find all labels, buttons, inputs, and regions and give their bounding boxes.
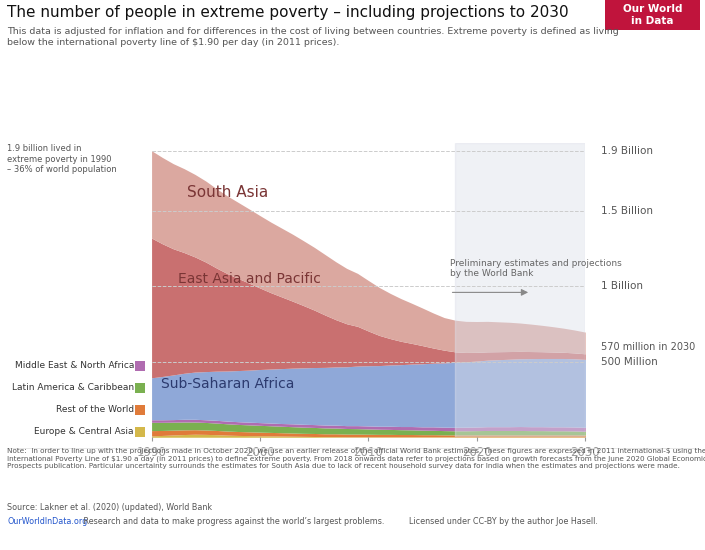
Text: The number of people in extreme poverty – including projections to 2030: The number of people in extreme poverty …	[7, 6, 569, 20]
Bar	[455, 143, 585, 437]
Text: Preliminary estimates and projections
by the World Bank: Preliminary estimates and projections by…	[450, 258, 621, 278]
Text: This data is adjusted for inflation and for differences in the cost of living be: This data is adjusted for inflation and …	[7, 28, 619, 47]
Text: Our World
in Data: Our World in Data	[623, 4, 682, 26]
Text: 1.5 Billion: 1.5 Billion	[601, 206, 654, 216]
Text: OurWorldInData.org: OurWorldInData.org	[7, 517, 87, 526]
Text: Middle East & North Africa: Middle East & North Africa	[15, 361, 134, 370]
Text: 500 Million: 500 Million	[601, 357, 658, 367]
Text: 1.9 Billion: 1.9 Billion	[601, 146, 654, 156]
Text: Source: Lakner et al. (2020) (updated), World Bank: Source: Lakner et al. (2020) (updated), …	[7, 503, 212, 512]
Text: Sub-Saharan Africa: Sub-Saharan Africa	[161, 377, 294, 392]
Text: Rest of the World: Rest of the World	[56, 405, 134, 414]
Text: 1 Billion: 1 Billion	[601, 282, 644, 292]
Text: Licensed under CC-BY by the author Joe Hasell.: Licensed under CC-BY by the author Joe H…	[409, 517, 598, 526]
Text: East Asia and Pacific: East Asia and Pacific	[178, 272, 321, 286]
Text: South Asia: South Asia	[187, 185, 268, 200]
Text: 1.9 billion lived in
extreme poverty in 1990
– 36% of world population: 1.9 billion lived in extreme poverty in …	[7, 144, 117, 174]
Text: Note:  In order to line up with the projections made in October 2020, we use an : Note: In order to line up with the proje…	[7, 448, 705, 469]
Text: 570 million in 2030: 570 million in 2030	[601, 342, 696, 351]
Text: Latin America & Caribbean: Latin America & Caribbean	[12, 383, 134, 392]
Text: Research and data to make progress against the world’s largest problems.: Research and data to make progress again…	[81, 517, 384, 526]
Text: Europe & Central Asia: Europe & Central Asia	[35, 427, 134, 436]
